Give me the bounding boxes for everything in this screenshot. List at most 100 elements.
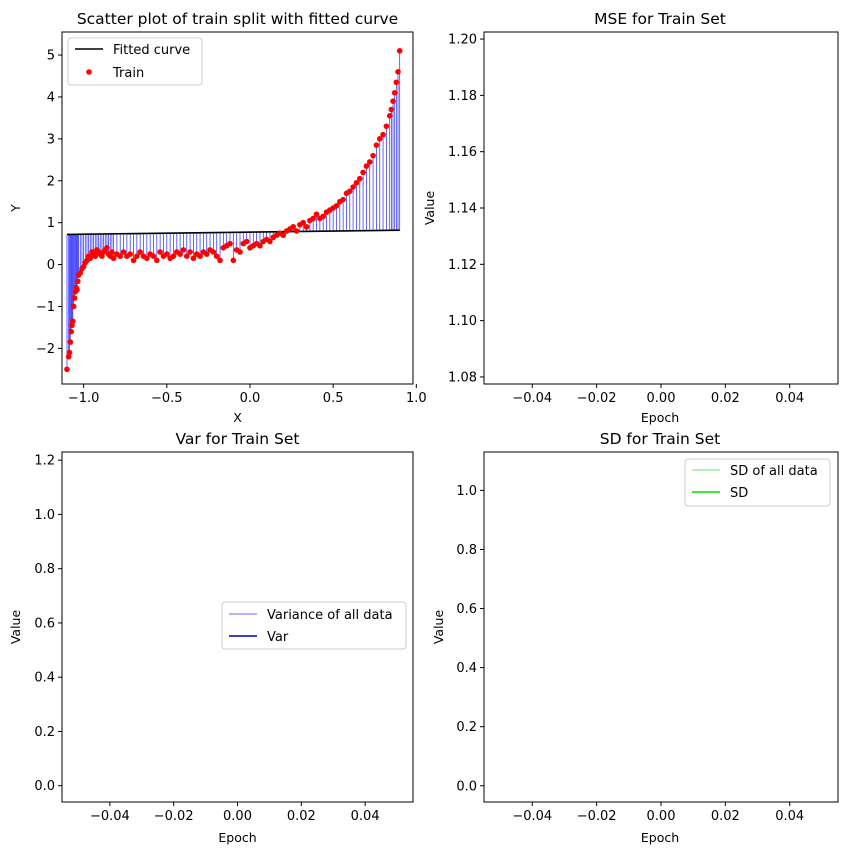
scatter-y-label: Y xyxy=(8,204,23,213)
var-title: Var for Train Set xyxy=(175,430,299,448)
train-point xyxy=(340,196,346,203)
sd-y-tick-label: 0.6 xyxy=(456,602,477,617)
train-point xyxy=(170,253,177,259)
train-point xyxy=(87,255,94,262)
var-y-tick-label: 1.0 xyxy=(34,508,55,523)
train-point xyxy=(120,249,127,255)
sd-x-tick-label: −0.04 xyxy=(512,809,552,824)
train-point xyxy=(360,169,366,176)
train-point xyxy=(154,257,160,264)
train-point xyxy=(117,253,124,259)
train-point xyxy=(290,224,297,230)
train-point xyxy=(104,245,110,251)
var-legend-box xyxy=(221,601,407,650)
sd-x-tick-label: 0.02 xyxy=(711,809,740,824)
var-y-label: Value xyxy=(8,610,23,645)
train-point xyxy=(99,253,105,259)
train-point xyxy=(257,242,263,249)
train-point xyxy=(92,253,99,259)
legend-variance-all-label: Variance of all data xyxy=(267,608,393,623)
train-point xyxy=(127,251,134,257)
train-point xyxy=(190,255,197,262)
var-ticks: −0.04 −0.02 0.00 0.02 0.04 0.0 0.2 0.4 0.6 0.8 1.0… xyxy=(34,454,379,824)
train-point xyxy=(390,98,396,104)
fitted-curve-line xyxy=(66,229,400,236)
scatter-plot-area xyxy=(64,48,403,373)
train-point xyxy=(180,247,187,253)
train-point xyxy=(130,257,137,264)
mse-title: MSE for Train Set xyxy=(594,10,726,28)
train-point xyxy=(227,240,233,247)
train-point xyxy=(243,238,250,245)
scatter-y-tick-label: −1 xyxy=(36,300,55,315)
train-point xyxy=(293,228,300,234)
train-point xyxy=(150,253,157,259)
mse-x-tick-label: −0.04 xyxy=(512,391,552,406)
mse-panel: MSE for Train Set −0.04 −0.02 0.00 0.02 0.04… xyxy=(422,10,839,425)
sd-legend: SD of all data SD xyxy=(684,458,831,507)
scatter-y-tick-label: 2 xyxy=(47,174,55,189)
train-point xyxy=(237,249,243,255)
mse-y-tick-label: 1.12 xyxy=(448,258,477,273)
mse-y-tick-label: 1.14 xyxy=(448,202,477,217)
train-point xyxy=(350,184,356,190)
legend-sd-all-label: SD of all data xyxy=(730,464,818,479)
legend-var-label: Var xyxy=(267,630,289,645)
train-point xyxy=(217,257,223,264)
scatter-x-tick-label: −0.5 xyxy=(151,391,183,406)
train-point xyxy=(66,349,73,356)
train-point xyxy=(303,224,310,230)
var-y-tick-label: 0.8 xyxy=(34,562,55,577)
scatter-legend: Fitted curve Train xyxy=(67,37,203,86)
sd-x-label: Epoch xyxy=(641,830,679,845)
train-point xyxy=(380,131,386,138)
train-point xyxy=(356,175,363,182)
scatter-y-tick-label: 3 xyxy=(47,132,55,147)
train-point xyxy=(69,322,75,329)
legend-train-swatch xyxy=(86,69,92,75)
train-point xyxy=(134,253,140,259)
train-point xyxy=(386,113,393,119)
var-y-tick-label: 0.6 xyxy=(34,616,55,631)
train-point xyxy=(388,106,395,113)
scatter-ticks: −1.0 −0.5 0.0 0.5 1.0 −2 −1 0 1 2 3 4 5 xyxy=(36,49,427,406)
mse-y-tick-label: 1.08 xyxy=(448,370,477,385)
train-point xyxy=(137,249,143,255)
sd-legend-box xyxy=(684,458,831,507)
train-point xyxy=(313,211,320,218)
train-point xyxy=(320,213,326,220)
legend-train-label: Train xyxy=(112,66,144,81)
scatter-y-tick-label: 1 xyxy=(47,216,55,231)
sd-y-tick-label: 1.0 xyxy=(456,484,477,499)
scatter-title: Scatter plot of train split with fitted … xyxy=(77,10,398,28)
var-y-tick-label: 0.4 xyxy=(34,671,55,686)
train-point xyxy=(363,163,370,169)
train-point xyxy=(144,255,150,262)
train-point xyxy=(353,180,360,186)
train-point xyxy=(383,123,390,130)
var-x-tick-label: 0.00 xyxy=(223,809,252,824)
sd-x-tick-label: 0.04 xyxy=(775,809,804,824)
legend-sd-label: SD xyxy=(730,486,748,501)
var-panel: Var for Train Set −0.04 −0.02 0.00 0.02 0.04… xyxy=(8,430,414,845)
mse-x-tick-label: 0.04 xyxy=(775,391,804,406)
var-legend: Variance of all data Var xyxy=(221,601,407,650)
scatter-x-label: X xyxy=(233,410,242,425)
train-point xyxy=(203,251,210,257)
train-point xyxy=(177,251,183,257)
mse-y-tick-label: 1.10 xyxy=(448,314,477,329)
legend-fitted-label: Fitted curve xyxy=(113,43,190,58)
mse-y-tick-label: 1.20 xyxy=(448,33,477,48)
train-point xyxy=(109,249,115,255)
var-y-tick-label: 1.2 xyxy=(34,454,55,469)
train-point xyxy=(230,257,237,264)
train-point xyxy=(300,219,307,226)
train-point xyxy=(80,263,87,270)
train-point xyxy=(75,278,81,285)
var-y-tick-label: 0.2 xyxy=(34,725,55,740)
var-x-tick-label: −0.02 xyxy=(154,809,194,824)
mse-y-tick-label: 1.18 xyxy=(448,89,477,104)
train-point xyxy=(280,232,287,239)
train-point xyxy=(70,303,77,310)
scatter-x-tick-label: 1.0 xyxy=(406,391,427,406)
